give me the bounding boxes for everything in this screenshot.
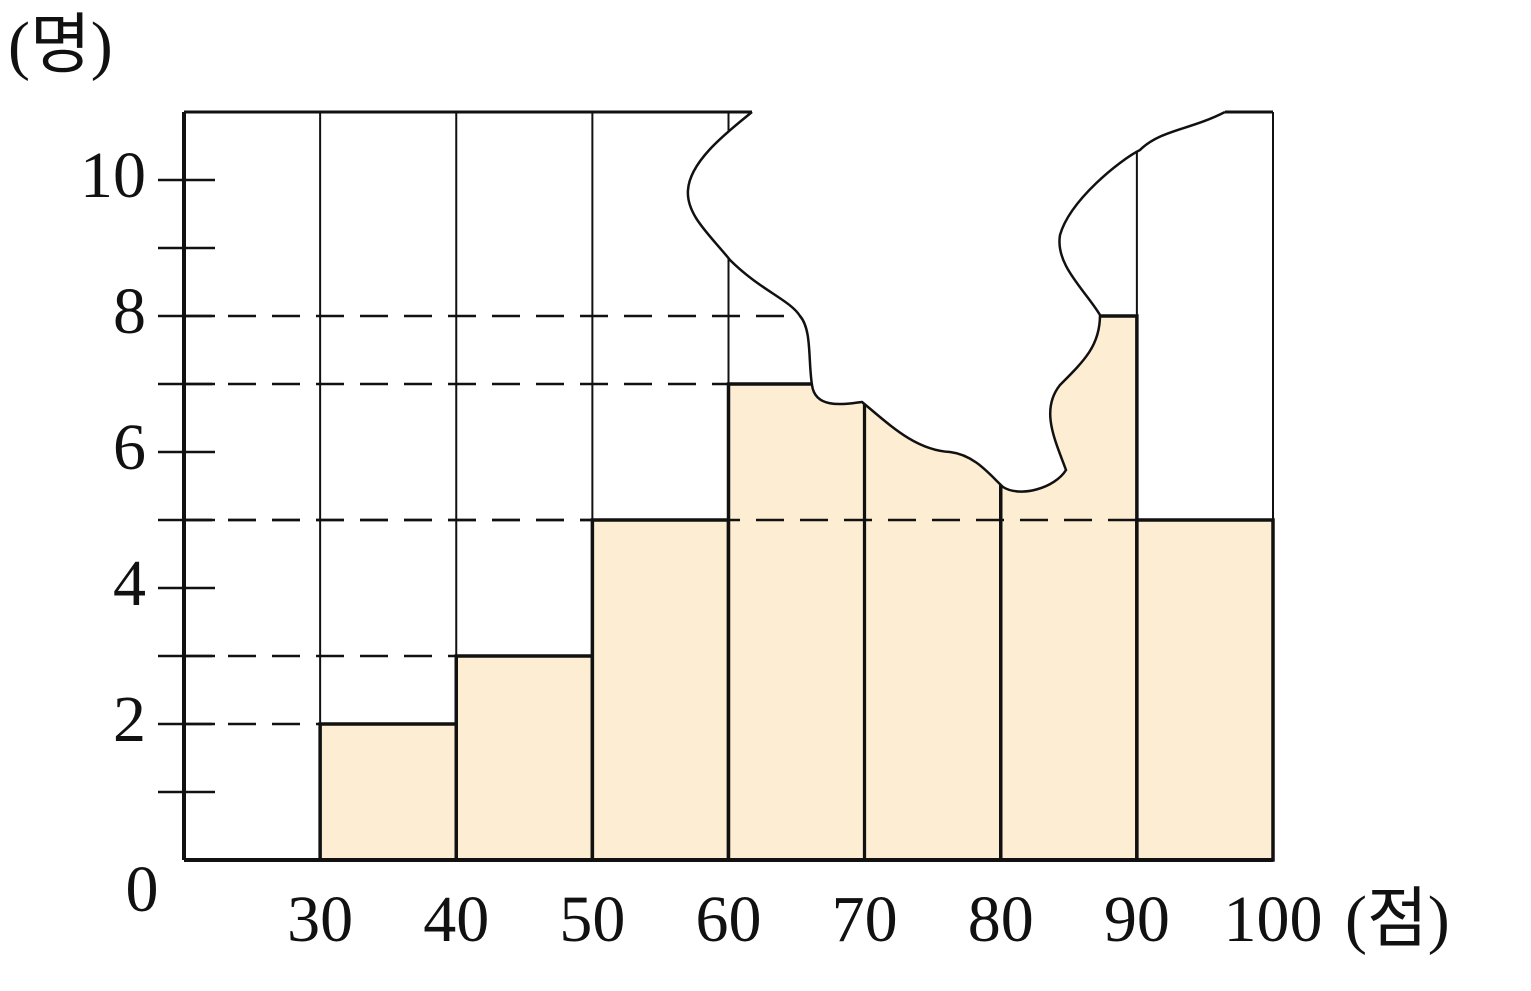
x-tick-label: 40 — [423, 883, 489, 956]
y-axis-label: (명) — [8, 9, 113, 82]
torn-area — [687, 100, 1225, 492]
x-tick-label: 100 — [1224, 883, 1323, 956]
y-tick-label: 10 — [80, 139, 146, 212]
x-tick-label: 60 — [696, 883, 762, 956]
bar — [454, 654, 595, 862]
y-tick-label: 4 — [113, 547, 146, 620]
torn-edge — [686, 110, 1226, 493]
x-axis-label: (점) — [1345, 883, 1450, 956]
x-tick-label: 80 — [968, 883, 1034, 956]
bar — [1135, 518, 1275, 862]
x-tick-label: 50 — [559, 883, 625, 956]
y-tick-label: 0 — [126, 853, 159, 926]
x-tick-label: 90 — [1104, 883, 1170, 956]
y-tick-label: 2 — [113, 683, 146, 756]
bar — [726, 382, 867, 862]
bar — [318, 722, 458, 862]
bar — [590, 518, 731, 862]
x-tick-label: 30 — [287, 883, 353, 956]
x-tick-label: 70 — [832, 883, 898, 956]
y-tick-label: 8 — [113, 275, 146, 348]
y-tick-label: 6 — [113, 411, 146, 484]
